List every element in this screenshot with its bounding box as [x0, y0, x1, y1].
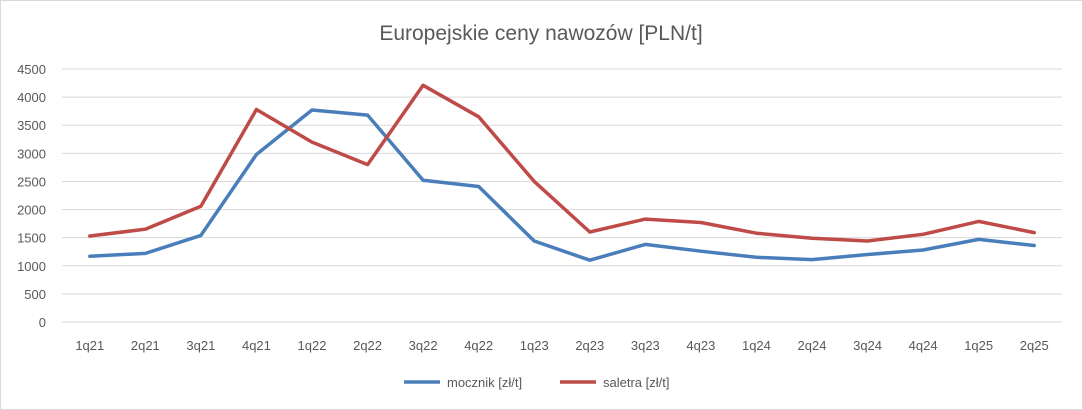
data-point: [866, 253, 869, 256]
x-tick-label: 1q23: [520, 338, 549, 353]
y-tick-label: 2000: [17, 203, 46, 218]
series-line-1: [88, 83, 1036, 243]
data-point: [810, 258, 814, 261]
x-tick-label: 1q21: [75, 338, 104, 353]
x-tick-label: 1q22: [298, 338, 327, 353]
x-tick-label: 4q22: [464, 338, 493, 353]
data-point: [144, 252, 147, 255]
data-point: [977, 220, 980, 223]
data-point: [866, 239, 869, 243]
data-point: [699, 249, 703, 253]
legend: mocznik [zł/t] saletra [zł/t]: [404, 375, 669, 390]
x-tick-label: 2q25: [1020, 338, 1049, 353]
series-line-0: [88, 108, 1036, 262]
data-point: [477, 185, 480, 188]
y-tick-label: 1500: [17, 231, 46, 246]
x-tick-label: 1q24: [742, 338, 771, 353]
x-tick-label: 3q23: [631, 338, 660, 353]
data-point: [755, 231, 758, 235]
x-tick-label: 3q21: [186, 338, 215, 353]
series-lines: [88, 83, 1036, 262]
x-tick-label: 4q24: [909, 338, 938, 353]
data-point: [588, 258, 591, 262]
data-point: [533, 239, 536, 243]
data-point: [88, 255, 91, 258]
data-point: [1033, 244, 1036, 247]
data-point: [421, 179, 425, 182]
gridlines: [62, 68, 1062, 323]
data-point: [699, 221, 703, 224]
chart-title: Europejskie ceny nawozów [PLN/t]: [379, 22, 702, 45]
data-point: [199, 234, 203, 237]
x-tick-label: 1q25: [964, 338, 993, 353]
y-tick-label: 3000: [17, 146, 46, 161]
data-point: [366, 113, 369, 117]
x-tick-label: 2q21: [131, 338, 160, 353]
x-tick-label: 2q24: [798, 338, 827, 353]
y-tick-label: 500: [24, 287, 46, 302]
data-point: [255, 108, 258, 111]
x-axis-ticks: 1q21 2q21 3q21 4q21 1q22 2q22 3q22 4q22 1q23 2q23…: [75, 338, 1048, 353]
y-tick-label: 0: [39, 315, 46, 330]
y-tick-label: 4500: [17, 62, 46, 77]
data-point: [199, 204, 203, 208]
x-tick-label: 3q22: [409, 338, 438, 353]
legend-label: saletra [zł/t]: [603, 375, 669, 390]
y-tick-label: 3500: [17, 118, 46, 133]
data-point: [255, 153, 258, 156]
data-point: [421, 84, 425, 87]
data-point: [88, 234, 91, 238]
data-point: [644, 217, 647, 221]
data-point: [921, 248, 925, 252]
x-tick-label: 2q23: [575, 338, 604, 353]
x-tick-label: 3q24: [853, 338, 882, 353]
x-tick-label: 2q22: [353, 338, 382, 353]
y-axis-ticks: 0 500 1000 1500 2000 2500 3000 3500 4000 4500: [17, 62, 46, 330]
data-point: [588, 230, 591, 234]
data-point: [477, 115, 480, 118]
x-tick-label: 4q23: [686, 338, 715, 353]
x-tick-label: 4q21: [242, 338, 271, 353]
data-point: [644, 243, 647, 246]
y-tick-label: 2500: [17, 174, 46, 189]
data-point: [533, 180, 536, 183]
data-point: [310, 108, 314, 112]
legend-label: mocznik [zł/t]: [447, 375, 522, 390]
data-point: [755, 256, 758, 259]
y-tick-label: 4000: [17, 90, 46, 105]
data-point: [144, 228, 147, 231]
data-point: [977, 238, 980, 241]
y-tick-label: 1000: [17, 259, 46, 274]
data-point: [921, 233, 925, 236]
data-point: [310, 140, 314, 144]
data-point: [1033, 231, 1036, 234]
data-point: [366, 163, 369, 166]
data-point: [810, 237, 814, 240]
